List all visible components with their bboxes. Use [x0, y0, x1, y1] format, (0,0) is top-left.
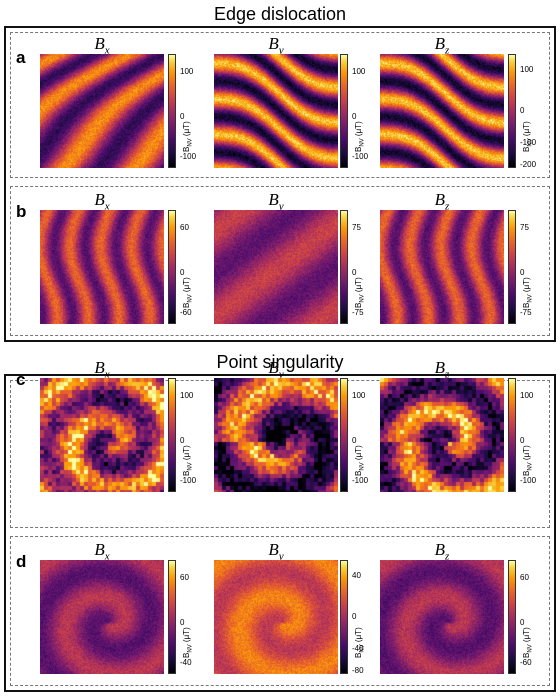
- field-map-b-y: [214, 210, 338, 324]
- map-title-a-z: Bz: [434, 34, 450, 57]
- colorbar-tick: 75: [352, 223, 361, 233]
- colorbar-tick: -80: [352, 665, 364, 675]
- colorbar-tick: -200: [520, 159, 537, 169]
- field-map-c-y: [214, 378, 338, 492]
- colorbar-tick: 0: [180, 435, 185, 445]
- field-map-a-x: [40, 54, 164, 168]
- colorbar-tick: 0: [180, 267, 185, 277]
- colorbar-b-z: [508, 210, 516, 324]
- colorbar-tick: 0: [352, 435, 357, 445]
- colorbar-tick: 0: [352, 267, 357, 277]
- colorbar-tick: 0: [180, 617, 185, 627]
- colorbar-d-x: [168, 560, 176, 674]
- map-title-b-y: By: [268, 190, 284, 213]
- colorbar-tick: 60: [180, 223, 189, 233]
- panel-b-frame: [10, 186, 550, 336]
- colorbar-unit-label: BNV (μT): [522, 277, 534, 309]
- colorbar-unit-label: BNV (μT): [182, 627, 194, 659]
- colorbar-unit-label: BNV (μT): [354, 627, 366, 659]
- colorbar-unit-label: BNV (μT): [182, 121, 194, 153]
- colorbar-tick: -40: [180, 657, 192, 667]
- colorbar-tick: -100: [520, 137, 537, 147]
- panel-d-frame: [10, 536, 550, 686]
- colorbar-unit-label: BNV (μT): [354, 445, 366, 477]
- map-title-d-y: By: [268, 540, 284, 563]
- colorbar-b-y: [340, 210, 348, 324]
- panel-label-b: b: [16, 202, 27, 221]
- section-title-point-singularity: Point singularity: [216, 352, 344, 372]
- field-map-a-y: [214, 54, 338, 168]
- panel-label-a: a: [16, 48, 26, 67]
- field-map-d-x: [40, 560, 164, 674]
- map-title-a-y: By: [268, 34, 284, 57]
- panel-a-frame: [10, 32, 550, 178]
- map-title-d-z: Bz: [434, 540, 450, 563]
- colorbar-tick: 0: [180, 111, 185, 121]
- map-title-d-x: Bx: [94, 540, 110, 563]
- colorbar-tick: 100: [180, 67, 194, 77]
- colorbar-tick: 75: [520, 223, 529, 233]
- colorbar-tick: 60: [520, 573, 529, 583]
- field-map-b-z: [380, 210, 504, 324]
- colorbar-d-y: [340, 560, 348, 674]
- colorbar-a-z: [508, 54, 516, 168]
- colorbar-tick: -60: [180, 307, 192, 317]
- colorbar-unit-label: BNV (μT): [182, 277, 194, 309]
- colorbar-tick: -100: [180, 475, 197, 485]
- colorbar-tick: 0: [520, 435, 525, 445]
- colorbar-tick: 0: [520, 267, 525, 277]
- colorbar-c-z: [508, 378, 516, 492]
- colorbar-unit-label: BNV (μT): [182, 445, 194, 477]
- field-map-d-z: [380, 560, 504, 674]
- colorbar-tick: 0: [520, 106, 525, 115]
- colorbar-tick: -100: [180, 151, 197, 161]
- colorbar-tick: 0: [352, 111, 357, 121]
- colorbar-tick: -75: [520, 307, 532, 317]
- panel-label-d: d: [16, 552, 27, 571]
- colorbar-b-x: [168, 210, 176, 324]
- colorbar-tick: -100: [352, 151, 369, 161]
- map-title-c-y: By: [268, 358, 284, 381]
- field-map-c-x: [40, 378, 164, 492]
- colorbar-c-x: [168, 378, 176, 492]
- panel-label-c: c: [16, 370, 26, 389]
- colorbar-unit-label: BNV (μT): [522, 627, 534, 659]
- colorbar-d-z: [508, 560, 516, 674]
- map-title-c-z: Bz: [434, 358, 450, 381]
- field-map-d-y: [214, 560, 338, 674]
- colorbar-unit-label: BNV (μT): [354, 277, 366, 309]
- field-map-c-z: [380, 378, 504, 492]
- edge-dislocation-frame: [4, 26, 556, 342]
- colorbar-unit-label: BNV (μT): [354, 121, 366, 153]
- colorbar-tick: 0: [352, 612, 357, 621]
- map-title-b-z: Bz: [434, 190, 450, 213]
- section-title-edge-dislocation: Edge dislocation: [213, 4, 347, 24]
- field-map-b-x: [40, 210, 164, 324]
- colorbar-unit-label: BNV (μT): [522, 445, 534, 477]
- colorbar-a-y: [340, 54, 348, 168]
- colorbar-tick: -100: [352, 475, 369, 485]
- colorbar-tick: 100: [352, 67, 366, 77]
- colorbar-a-x: [168, 54, 176, 168]
- map-title-a-x: Bx: [94, 34, 110, 57]
- colorbar-tick: 100: [352, 391, 366, 401]
- colorbar-tick: 100: [520, 391, 534, 401]
- colorbar-tick: 60: [180, 573, 189, 583]
- colorbar-tick: -75: [352, 307, 364, 317]
- colorbar-unit-label: BNV (μT): [522, 121, 534, 153]
- colorbar-tick: -40: [352, 643, 364, 653]
- point-singularity-frame: [4, 374, 556, 692]
- colorbar-tick: 100: [180, 391, 194, 401]
- colorbar-tick: 0: [520, 617, 525, 627]
- colorbar-tick: -100: [520, 475, 537, 485]
- colorbar-c-y: [340, 378, 348, 492]
- field-map-a-z: [380, 54, 504, 168]
- colorbar-tick: 40: [352, 570, 361, 580]
- map-title-c-x: Bx: [94, 358, 110, 381]
- map-title-b-x: Bx: [94, 190, 110, 213]
- colorbar-tick: -60: [520, 657, 532, 667]
- colorbar-tick: 100: [520, 64, 534, 74]
